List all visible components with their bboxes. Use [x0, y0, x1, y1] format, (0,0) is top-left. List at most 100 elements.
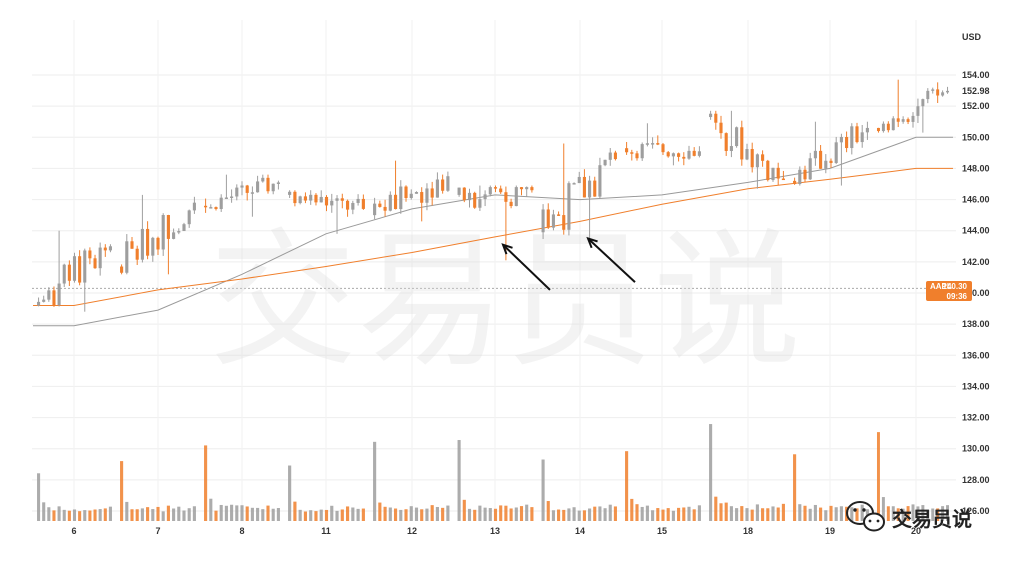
candle	[499, 188, 503, 193]
candle	[793, 180, 797, 184]
candle	[409, 193, 413, 198]
y-tick-label: 140.00	[962, 288, 990, 298]
volume-bar	[156, 506, 160, 521]
volume-bar	[896, 508, 900, 521]
volume-bar	[656, 508, 660, 521]
volume-bar	[103, 508, 107, 521]
volume-bar	[551, 510, 555, 521]
volume-bar	[399, 509, 403, 521]
candle	[177, 231, 181, 233]
candle	[598, 165, 602, 197]
candle	[941, 92, 945, 96]
volume-bar	[593, 506, 597, 521]
volume-bar	[850, 507, 854, 521]
candle	[399, 186, 403, 210]
candle	[850, 126, 854, 149]
volume-bar	[640, 506, 644, 521]
volume-bar	[192, 506, 196, 521]
candle	[430, 188, 434, 198]
volume-bar	[462, 499, 466, 521]
candle	[896, 118, 900, 122]
volume-bar	[166, 505, 170, 521]
volume-bar	[409, 506, 413, 521]
volume-bar	[230, 504, 234, 521]
candle	[911, 115, 915, 122]
volume-bar	[271, 508, 275, 521]
volume-bar	[52, 510, 56, 521]
volume-bar	[881, 497, 885, 521]
x-tick-label: 13	[490, 526, 500, 536]
y-tick-label: 154.00	[962, 70, 990, 80]
volume-bar	[240, 505, 244, 521]
candle	[457, 187, 461, 195]
candle	[493, 187, 498, 189]
volume-bar	[324, 509, 329, 521]
volume-bar	[309, 510, 313, 521]
candle	[504, 192, 508, 202]
volume-bar	[330, 505, 334, 521]
volume-bar	[209, 498, 213, 521]
volume-bar	[430, 505, 434, 521]
volume-bar	[891, 506, 895, 521]
volume-bar	[135, 509, 139, 521]
candle	[613, 152, 617, 160]
candle	[936, 89, 940, 96]
volume-bar	[546, 501, 550, 521]
volume-bar	[373, 441, 377, 521]
candle	[630, 152, 634, 154]
volume-bar	[666, 508, 670, 521]
y-tick-label: 128.00	[962, 475, 990, 485]
candle	[682, 156, 686, 159]
volume-bar	[761, 508, 765, 521]
x-tick-label: 20	[911, 526, 921, 536]
watermark-logo-text: 交易员说	[892, 507, 972, 531]
volume-bar	[483, 507, 487, 521]
candle	[37, 301, 41, 306]
volume-bar	[120, 461, 124, 521]
volume-bar	[319, 509, 323, 521]
volume-bar	[214, 510, 218, 521]
candle	[393, 194, 398, 210]
y-tick-label: 138.00	[962, 319, 990, 329]
volume-bar	[740, 506, 744, 521]
volume-bar	[519, 506, 524, 521]
x-tick-label: 18	[743, 526, 753, 536]
candle	[735, 127, 739, 147]
candle	[324, 196, 329, 206]
currency-label: USD	[962, 32, 982, 42]
current-price: 152.98	[962, 86, 990, 96]
candle	[309, 194, 313, 201]
candle	[488, 187, 492, 195]
candle	[640, 144, 644, 159]
volume-bar	[420, 509, 424, 521]
candle	[240, 185, 244, 188]
grid	[32, 20, 956, 521]
volume-bar	[250, 507, 254, 521]
candle	[224, 197, 228, 199]
volume-bar	[161, 511, 165, 521]
volume-bar	[204, 445, 208, 521]
candle	[120, 266, 124, 273]
volume-bar	[93, 509, 97, 521]
candle	[860, 132, 864, 143]
volume-bar	[383, 506, 387, 521]
candle	[567, 183, 571, 230]
price-value: 140.30	[943, 282, 968, 291]
volume-bar	[921, 505, 925, 521]
candle	[98, 247, 102, 269]
price-time: 09:36	[947, 292, 968, 301]
candle	[462, 187, 466, 201]
candle	[588, 180, 592, 198]
volume-bar	[661, 509, 665, 521]
volume-bar	[504, 505, 508, 521]
candle	[156, 237, 160, 250]
volume-bar	[303, 511, 308, 521]
x-tick-label: 7	[155, 526, 160, 536]
candle	[755, 154, 759, 168]
annotation-arrowhead	[586, 236, 598, 249]
candle	[729, 146, 733, 151]
volume-bar	[404, 509, 408, 521]
candle	[47, 290, 51, 300]
x-tick-label: 12	[407, 526, 417, 536]
volume-bar	[625, 451, 629, 521]
